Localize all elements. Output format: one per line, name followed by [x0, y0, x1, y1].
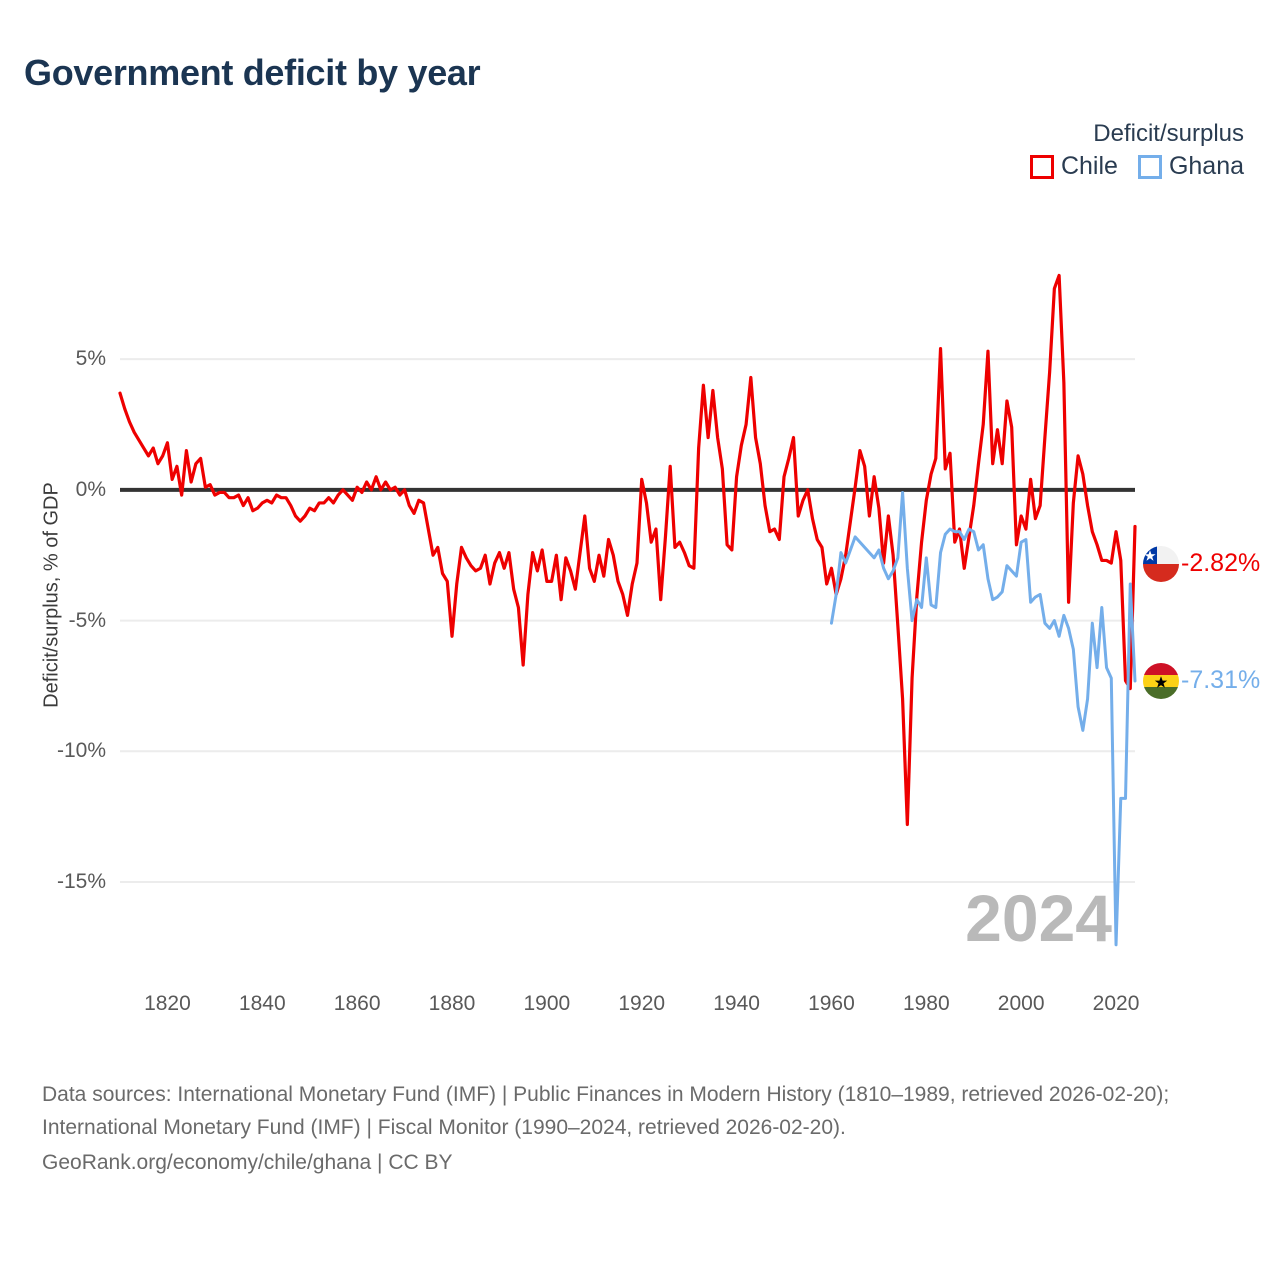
legend-swatch-chile	[1029, 154, 1054, 179]
endpoint-marker-chile: -2.82%	[1143, 545, 1261, 582]
footer-credit: GeoRank.org/economy/chile/ghana | CC BY	[42, 1151, 453, 1174]
y-tick-label: 0%	[75, 477, 106, 501]
y-tick-label: -10%	[56, 739, 106, 763]
x-tick-label: 2020	[1092, 992, 1140, 1015]
x-tick-label: 1820	[144, 992, 191, 1015]
x-tick-label: 1980	[902, 992, 950, 1015]
y-tick-label: 5%	[75, 347, 106, 371]
endpoint-value-chile: -2.82%	[1181, 549, 1261, 578]
legend-item-ghana[interactable]: Ghana	[1137, 152, 1244, 180]
series-lines	[118, 273, 1137, 947]
series-line-chile	[118, 273, 1137, 827]
legend-label-chile: Chile	[1060, 152, 1118, 180]
x-tick-label: 1940	[713, 992, 760, 1015]
chile-flag-icon	[1143, 545, 1179, 582]
page-title: Government deficit by year	[24, 52, 481, 93]
footer: Data sources: International Monetary Fun…	[42, 1078, 1237, 1179]
y-tick-label: -5%	[68, 608, 106, 632]
legend: Deficit/surplus Chile Ghana	[1029, 120, 1244, 180]
x-tick-label: 1960	[808, 992, 855, 1015]
series-line-ghana	[829, 490, 1137, 947]
watermark-year-label: 2024	[965, 881, 1112, 955]
gridlines	[120, 358, 1135, 884]
legend-item-chile[interactable]: Chile	[1029, 152, 1118, 180]
x-tick-label: 1840	[238, 992, 286, 1015]
legend-swatch-ghana	[1137, 154, 1162, 179]
endpoint-value-ghana: -7.31%	[1181, 666, 1261, 695]
ghana-flag-icon	[1143, 662, 1179, 699]
y-tick-label: -15%	[56, 870, 106, 894]
legend-label-ghana: Ghana	[1168, 152, 1244, 180]
footer-sources: Data sources: International Monetary Fun…	[42, 1083, 1170, 1139]
x-tick-label: 1920	[618, 992, 666, 1015]
x-tick-label: 1880	[428, 992, 476, 1015]
x-tick-label: 1900	[523, 992, 571, 1015]
legend-items: Chile Ghana	[1029, 152, 1244, 180]
x-tick-label: 1860	[333, 992, 381, 1015]
legend-title: Deficit/surplus	[1093, 120, 1244, 147]
x-tick-label: 2000	[997, 992, 1045, 1015]
endpoint-marker-ghana: -7.31%	[1143, 662, 1261, 699]
